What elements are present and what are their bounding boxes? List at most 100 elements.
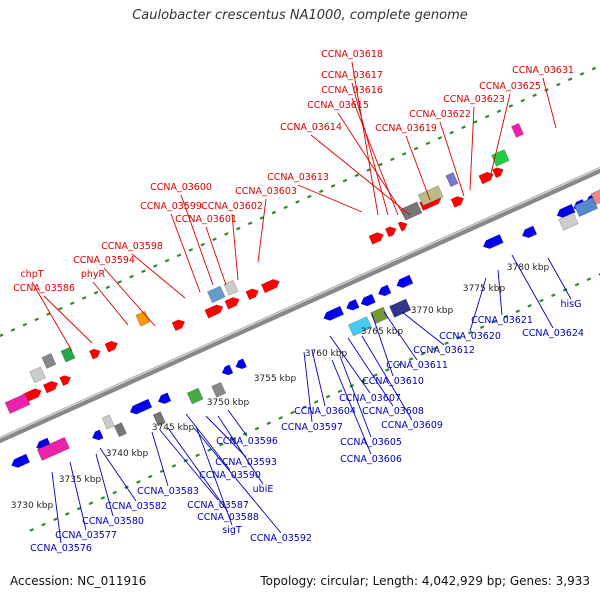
inner-tick-row <box>29 272 600 532</box>
reverse-gene-label[interactable]: CCNA_03612 <box>413 345 475 356</box>
reverse-gene-label[interactable]: CCNA_03606 <box>340 454 402 465</box>
kbp-tick-label: 3775 kbp <box>463 284 506 294</box>
reverse-gene-label[interactable]: ubiE <box>253 484 274 495</box>
forward-gene-label[interactable]: CCNA_03614 <box>280 122 342 133</box>
forward-gene-label[interactable]: CCNA_03625 <box>479 81 541 92</box>
forward-gene-label[interactable]: CCNA_03603 <box>235 186 297 197</box>
tick-dot <box>164 258 170 263</box>
forward-gene-label[interactable]: CCNA_03615 <box>307 100 369 111</box>
tick-dot <box>551 293 556 298</box>
reverse-leader-line <box>347 337 394 407</box>
reverse-gene-label[interactable]: CCNA_03620 <box>439 331 501 342</box>
tick-dot <box>93 290 99 295</box>
forward-gene-label[interactable]: CCNA_03613 <box>267 172 329 183</box>
tick-dot <box>64 512 70 516</box>
forward-leader-line <box>297 184 363 213</box>
reverse-gene-label[interactable]: CCNA_03605 <box>340 437 402 448</box>
tick-dot <box>556 82 561 87</box>
forward-gene-arrow <box>104 340 118 353</box>
reverse-leader-line <box>193 427 282 534</box>
forward-gene-label[interactable]: CCNA_03594 <box>73 255 135 266</box>
reverse-gene-label[interactable]: CCNA_03621 <box>471 315 533 326</box>
reverse-leader-line <box>69 461 87 531</box>
reverse-leader-line <box>497 269 503 316</box>
forward-gene-label[interactable]: CCNA_03600 <box>150 182 212 193</box>
forward-gene-label[interactable]: chpT <box>20 269 43 280</box>
reverse-gene-arrow <box>323 305 345 321</box>
gene-box <box>60 346 76 363</box>
reverse-gene-label[interactable]: CCNA_03611 <box>386 360 448 371</box>
forward-gene-label[interactable]: CCNA_03602 <box>201 201 263 212</box>
reverse-gene-label[interactable]: CCNA_03608 <box>362 406 424 417</box>
tick-dot <box>520 98 526 103</box>
forward-leader-line <box>489 93 511 179</box>
reverse-gene-label[interactable]: CCNA_03596 <box>216 436 278 447</box>
reverse-gene-label[interactable]: CCNA_03588 <box>197 512 259 523</box>
tick-dot <box>129 274 134 279</box>
reverse-gene-label[interactable]: CCNA_03580 <box>82 516 144 527</box>
reverse-gene-label[interactable]: CCNA_03593 <box>215 457 277 468</box>
reverse-gene-label[interactable]: CCNA_03583 <box>137 486 199 497</box>
tick-dot <box>235 226 241 231</box>
reverse-gene-label[interactable]: CCNA_03576 <box>30 543 92 554</box>
forward-gene-arrow <box>260 279 280 294</box>
forward-leader-line <box>310 134 411 216</box>
forward-gene-label[interactable]: CCNA_03616 <box>321 85 383 96</box>
reverse-gene-label[interactable]: CCNA_03582 <box>105 501 167 512</box>
forward-gene-label[interactable]: phyR <box>81 269 106 280</box>
reverse-gene-label[interactable]: CCNA_03587 <box>187 500 249 511</box>
gene-box <box>41 353 57 369</box>
tick-dot <box>473 120 478 124</box>
forward-gene-label[interactable]: CCNA_03601 <box>175 214 237 225</box>
forward-gene-label[interactable]: CCNA_03598 <box>101 241 163 252</box>
tick-dot <box>207 448 212 452</box>
reverse-leader-line <box>383 311 418 361</box>
forward-gene-label[interactable]: CCNA_03599 <box>140 201 202 212</box>
reverse-leader-line <box>51 471 62 544</box>
reverse-gene-label[interactable]: CCNA_03609 <box>381 420 443 431</box>
reverse-gene-label[interactable]: CCNA_03607 <box>339 393 401 404</box>
kbp-tick-label: 3735 kbp <box>59 475 102 485</box>
tick-dot <box>515 309 521 314</box>
forward-gene-label[interactable]: CCNA_03618 <box>321 49 383 60</box>
reverse-gene-label[interactable]: CCNA_03624 <box>522 328 584 339</box>
reverse-leader-line <box>159 429 219 501</box>
tick-dot <box>527 304 532 308</box>
reverse-leader-line <box>401 311 445 346</box>
kbp-tick-label: 3745 kbp <box>152 423 195 433</box>
forward-gene-label[interactable]: CCNA_03631 <box>512 65 574 76</box>
tick-dot <box>283 205 288 210</box>
reverse-gene-label[interactable]: CCNA_03592 <box>250 533 312 544</box>
forward-gene-arrow <box>397 221 408 232</box>
tick-dot <box>53 517 58 522</box>
reverse-gene-label[interactable]: CCNA_03604 <box>294 406 356 417</box>
tick-dot <box>58 306 63 311</box>
forward-gene-arrow <box>224 297 240 310</box>
reverse-gene-arrow <box>482 234 504 249</box>
forward-gene-label[interactable]: CCNA_03586 <box>13 283 75 294</box>
tick-dot <box>254 426 260 431</box>
forward-gene-label[interactable]: CCNA_03617 <box>321 70 383 81</box>
reverse-leader-line <box>167 427 229 513</box>
reverse-gene-label[interactable]: hisG <box>561 299 582 310</box>
forward-gene-label[interactable]: CCNA_03623 <box>443 94 505 105</box>
reverse-gene-label[interactable]: sigT <box>222 525 242 536</box>
forward-gene-arrow <box>492 167 504 179</box>
gene-box <box>135 310 151 327</box>
reverse-gene-label[interactable]: CCNA_03577 <box>55 530 117 541</box>
reverse-gene-label[interactable]: CCNA_03597 <box>281 422 343 433</box>
forward-leader-line <box>257 198 267 263</box>
tick-dot <box>408 357 414 362</box>
tick-dot <box>385 368 390 372</box>
forward-leader-line <box>351 82 389 216</box>
tick-dot <box>330 184 336 188</box>
tick-dot <box>88 501 94 506</box>
forward-gene-label[interactable]: CCNA_03622 <box>409 109 471 120</box>
reverse-gene-label[interactable]: CCNA_03590 <box>199 470 261 481</box>
forward-gene-label[interactable]: CCNA_03619 <box>375 123 437 134</box>
reverse-gene-label[interactable]: CCNA_03610 <box>362 376 424 387</box>
reverse-gene-arrow <box>521 225 538 239</box>
gene-box <box>417 185 444 207</box>
tick-dot <box>361 378 366 383</box>
tick-dot <box>29 528 34 532</box>
